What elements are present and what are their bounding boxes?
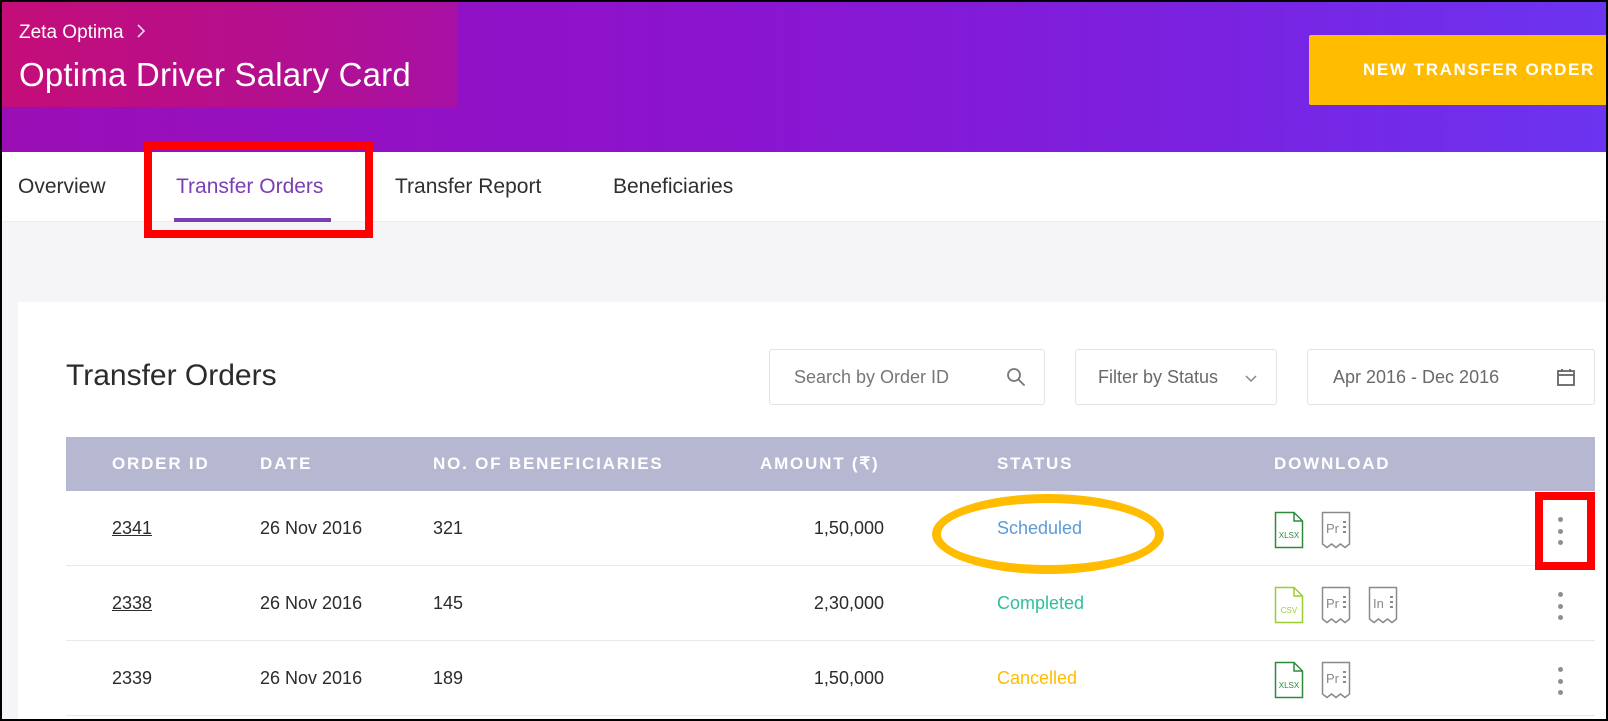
breadcrumb[interactable]: Zeta Optima <box>19 22 146 44</box>
beneficiary-count: 321 <box>433 518 464 538</box>
tab-transfer-orders[interactable]: Transfer Orders <box>176 175 324 198</box>
calendar-icon[interactable] <box>1556 367 1576 392</box>
xlsx-file-icon[interactable]: XLSX <box>1274 661 1304 699</box>
table-row[interactable]: 2338 26 Nov 2016 145 2,30,000 Completed … <box>66 566 1595 641</box>
order-date: 26 Nov 2016 <box>260 518 363 538</box>
order-amount: 1,50,000 <box>813 668 884 688</box>
tab-beneficiaries[interactable]: Beneficiaries <box>613 175 734 198</box>
in-file-icon[interactable]: In <box>1368 586 1398 624</box>
xlsx-file-icon[interactable]: XLSX <box>1274 511 1304 549</box>
download-icons: XLSX Pr <box>1274 661 1351 699</box>
csv-file-icon[interactable]: CSV <box>1274 586 1304 624</box>
beneficiary-count: 145 <box>433 593 464 613</box>
table-header: ORDER ID DATE NO. OF BENEFICIARIES AMOUN… <box>66 437 1595 491</box>
column-beneficiaries[interactable]: NO. OF BENEFICIARIES <box>433 454 664 473</box>
pr-file-icon[interactable]: Pr <box>1321 511 1351 549</box>
date-range-picker[interactable]: Apr 2016 - Dec 2016 <box>1307 349 1595 405</box>
status-badge: Scheduled <box>997 518 1083 538</box>
search-input[interactable] <box>794 366 994 388</box>
tab-overview[interactable]: Overview <box>18 175 106 198</box>
tab-transfer-report[interactable]: Transfer Report <box>395 175 542 198</box>
svg-text:Pr: Pr <box>1326 671 1340 686</box>
column-download: DOWNLOAD <box>1274 454 1391 473</box>
pr-file-icon[interactable]: Pr <box>1321 586 1351 624</box>
status-filter-dropdown[interactable]: Filter by Status <box>1075 349 1277 405</box>
order-date: 26 Nov 2016 <box>260 593 363 613</box>
search-box <box>769 349 1045 405</box>
svg-text:XLSX: XLSX <box>1279 531 1300 540</box>
order-id[interactable]: 2341 <box>112 518 153 538</box>
svg-text:XLSX: XLSX <box>1279 681 1300 690</box>
order-amount: 2,30,000 <box>813 593 884 613</box>
beneficiary-count: 189 <box>433 668 464 688</box>
page-title: Optima Driver Salary Card <box>19 56 411 93</box>
order-amount: 1,50,000 <box>813 518 884 538</box>
column-amount[interactable]: AMOUNT (₹) <box>760 454 880 473</box>
svg-text:CSV: CSV <box>1281 606 1298 615</box>
search-icon[interactable] <box>1006 367 1026 392</box>
column-status[interactable]: STATUS <box>997 454 1074 473</box>
svg-text:Pr: Pr <box>1326 521 1340 536</box>
more-options-icon[interactable] <box>1555 667 1565 695</box>
section-title: Transfer Orders <box>66 359 277 392</box>
table-row[interactable]: 2339 26 Nov 2016 189 1,50,000 Cancelled … <box>66 641 1595 716</box>
order-id[interactable]: 2339 <box>112 668 153 688</box>
status-badge: Completed <box>997 593 1085 613</box>
tab-bar: Overview Transfer Orders Transfer Report… <box>2 152 1606 222</box>
chevron-right-icon <box>136 23 146 44</box>
brand-box: Zeta Optima Optima Driver Salary Card <box>2 2 457 107</box>
download-icons: XLSX Pr <box>1274 511 1351 549</box>
status-filter-label: Filter by Status <box>1098 366 1219 387</box>
order-id[interactable]: 2338 <box>112 593 153 613</box>
more-options-icon[interactable] <box>1555 517 1565 545</box>
download-icons: CSV Pr In <box>1274 586 1398 624</box>
date-range-value: Apr 2016 - Dec 2016 <box>1333 366 1500 387</box>
chevron-down-icon <box>1244 370 1258 391</box>
new-transfer-order-button[interactable]: NEW TRANSFER ORDER <box>1309 35 1606 105</box>
status-badge: Cancelled <box>997 668 1078 688</box>
svg-text:In: In <box>1373 596 1384 611</box>
order-date: 26 Nov 2016 <box>260 668 363 688</box>
table-row[interactable]: 2341 26 Nov 2016 321 1,50,000 Scheduled … <box>66 491 1595 566</box>
more-options-icon[interactable] <box>1555 592 1565 620</box>
column-order-id[interactable]: ORDER ID <box>112 454 210 473</box>
active-tab-indicator <box>174 218 331 222</box>
svg-text:Pr: Pr <box>1326 596 1340 611</box>
pr-file-icon[interactable]: Pr <box>1321 661 1351 699</box>
breadcrumb-root[interactable]: Zeta Optima <box>19 22 124 43</box>
column-date[interactable]: DATE <box>260 454 313 473</box>
